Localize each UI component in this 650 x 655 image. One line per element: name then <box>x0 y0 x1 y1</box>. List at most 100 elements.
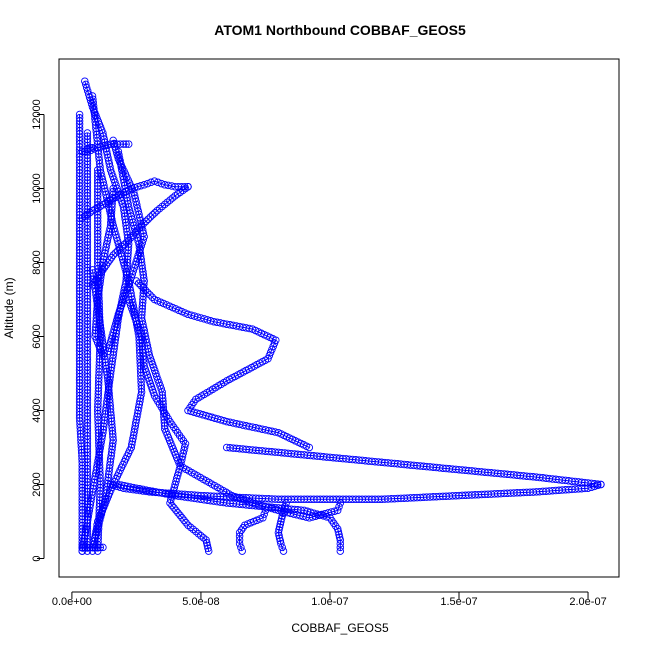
data-point <box>275 534 284 542</box>
data-point <box>92 276 100 284</box>
data-point <box>336 536 345 544</box>
data-point <box>120 240 129 249</box>
data-point <box>155 204 164 213</box>
data-point <box>197 532 205 540</box>
data-point <box>237 526 246 534</box>
data-point <box>81 77 89 85</box>
x-tick-label: 1.5e-07 <box>440 596 477 608</box>
data-point <box>166 196 174 204</box>
data-point <box>106 480 115 489</box>
data-point <box>143 179 152 188</box>
data-point <box>91 329 100 338</box>
data-point <box>78 543 86 552</box>
data-point <box>174 509 182 517</box>
data-point <box>87 100 96 108</box>
data-point <box>238 547 246 555</box>
y-tick-label: 8000 <box>31 250 43 274</box>
data-series <box>132 277 314 452</box>
data-series <box>124 295 345 522</box>
data-point <box>189 525 197 534</box>
data-point <box>89 95 97 103</box>
y-tick-label: 0 <box>31 555 43 561</box>
data-point <box>172 506 180 515</box>
data-point <box>160 419 169 427</box>
data-point <box>88 144 97 152</box>
data-point <box>260 510 268 518</box>
data-point <box>163 198 172 206</box>
data-point <box>83 145 92 154</box>
data-point <box>150 295 159 304</box>
x-tick-label: 5.0e-08 <box>182 596 219 608</box>
data-point <box>168 194 177 202</box>
data-point <box>99 266 107 274</box>
data-point <box>111 249 120 257</box>
data-point <box>124 236 133 245</box>
data-point <box>137 281 145 290</box>
data-series <box>78 543 107 552</box>
data-point <box>139 284 147 292</box>
data-point <box>194 529 203 538</box>
data-point <box>277 514 286 523</box>
data-point <box>164 181 172 190</box>
data-point <box>204 544 212 553</box>
data-point <box>138 308 146 316</box>
data-point <box>93 543 102 552</box>
data-point <box>199 534 208 542</box>
data-point <box>171 192 179 200</box>
data-point <box>278 512 286 520</box>
data-point <box>82 80 90 89</box>
data-point <box>113 247 122 255</box>
data-point <box>86 144 94 152</box>
data-point <box>81 212 89 221</box>
x-axis: 0.0e+00 5.0e-08 1.0e-07 1.5e-07 2.0e-07 <box>52 591 607 608</box>
data-point <box>274 528 283 537</box>
data-point <box>153 206 161 215</box>
data-point <box>178 514 186 522</box>
x-tick-label: 2.0e-07 <box>569 596 606 608</box>
data-point <box>170 504 178 512</box>
data-point <box>134 279 143 288</box>
data-point <box>129 231 137 240</box>
data-point <box>173 190 182 198</box>
data-point <box>99 543 107 552</box>
x-tick-label: 1.0e-07 <box>311 596 348 608</box>
data-point <box>150 177 159 185</box>
data-point <box>96 543 105 552</box>
data-point <box>192 527 200 536</box>
y-tick-label: 10000 <box>31 173 43 204</box>
y-tick-label: 12000 <box>31 99 43 130</box>
y-axis-label: Altitude (m) <box>2 277 16 338</box>
data-point <box>181 184 190 193</box>
data-point <box>105 344 113 352</box>
data-point <box>336 499 345 507</box>
data-point <box>275 531 283 540</box>
data-point <box>235 528 244 537</box>
data-point <box>109 184 117 193</box>
data-point <box>114 147 123 156</box>
data-point <box>259 514 267 522</box>
data-point <box>335 502 343 511</box>
data-series <box>222 443 605 489</box>
data-point <box>335 533 344 541</box>
data-point <box>93 308 101 316</box>
data-point <box>204 547 213 555</box>
data-point <box>180 516 188 525</box>
data-point <box>137 181 145 190</box>
y-axis: 0 2000 4000 6000 8000 10000 12000 <box>31 99 45 562</box>
data-point <box>127 234 135 242</box>
data-point <box>335 530 343 539</box>
data-point <box>108 200 116 208</box>
data-point <box>91 326 100 335</box>
series-line <box>239 510 266 552</box>
data-point <box>276 520 285 529</box>
data-point <box>109 251 117 259</box>
data-point <box>107 253 116 262</box>
data-point <box>158 202 166 211</box>
data-series <box>78 144 97 156</box>
data-point <box>140 181 148 189</box>
data-point <box>124 140 133 148</box>
data-point <box>202 536 210 544</box>
data-point <box>88 280 97 289</box>
data-point <box>239 523 247 532</box>
